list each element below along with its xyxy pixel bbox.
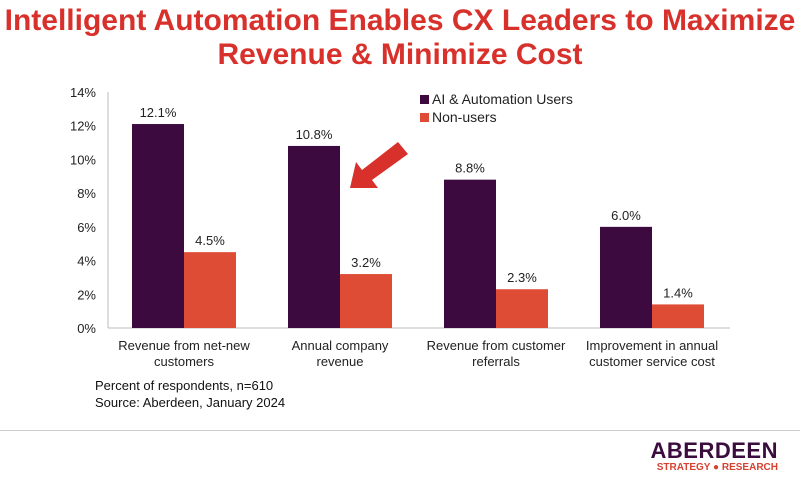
bar-non-users <box>184 252 236 328</box>
divider <box>0 430 800 431</box>
y-tick-label: 8% <box>77 186 96 201</box>
x-category-label: revenue <box>317 354 364 369</box>
x-category-label: customers <box>154 354 214 369</box>
data-label: 2.3% <box>507 270 537 285</box>
y-tick-label: 12% <box>70 119 96 134</box>
bar-ai-users <box>600 226 652 328</box>
x-category-label: Revenue from customer <box>427 338 566 353</box>
data-label: 8.8% <box>455 161 485 176</box>
data-label: 4.5% <box>195 233 225 248</box>
bar-ai-users <box>132 124 184 329</box>
data-label: 12.1% <box>140 105 177 120</box>
x-category-label: customer service cost <box>589 354 715 369</box>
legend-label: Non-users <box>432 109 497 125</box>
x-category-label: Improvement in annual <box>586 338 718 353</box>
data-label: 3.2% <box>351 255 381 270</box>
legend-label: AI & Automation Users <box>432 91 573 107</box>
legend-swatch <box>420 113 429 122</box>
data-label: 1.4% <box>663 285 693 300</box>
note-source: Source: Aberdeen, January 2024 <box>95 395 286 410</box>
data-label: 10.8% <box>296 127 333 142</box>
aberdeen-logo: ABERDEEN STRATEGY ● RESEARCH <box>650 438 778 474</box>
bar-non-users <box>340 274 392 328</box>
data-label: 6.0% <box>611 208 641 223</box>
bar-ai-users <box>288 145 340 328</box>
x-category-label: Revenue from net-new <box>118 338 250 353</box>
y-tick-label: 14% <box>70 85 96 100</box>
y-tick-label: 2% <box>77 287 96 302</box>
bar-non-users <box>496 289 548 328</box>
x-category-label: referrals <box>472 354 520 369</box>
bar-ai-users <box>444 179 496 328</box>
y-tick-label: 10% <box>70 152 96 167</box>
legend-swatch <box>420 95 429 104</box>
y-tick-label: 6% <box>77 220 96 235</box>
y-tick-label: 0% <box>77 321 96 336</box>
y-tick-label: 4% <box>77 254 96 269</box>
chart-title: Intelligent Automation Enables CX Leader… <box>4 4 796 71</box>
bar-non-users <box>652 304 704 328</box>
arrow-annotation <box>350 142 408 188</box>
x-category-label: Annual company <box>292 338 389 353</box>
note-respondents: Percent of respondents, n=610 <box>95 378 274 393</box>
